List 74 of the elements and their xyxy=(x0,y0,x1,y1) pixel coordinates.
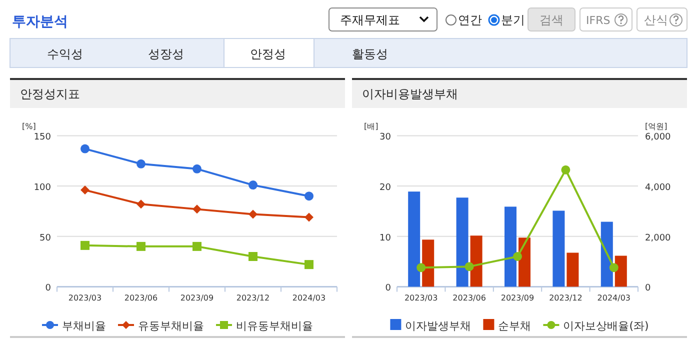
x-tick-label: 2023/09 xyxy=(500,294,534,303)
text: 안정성 xyxy=(250,47,286,61)
legend-label: 이자보상배율(좌) xyxy=(563,320,649,332)
point xyxy=(416,263,426,272)
point xyxy=(136,200,146,209)
bar xyxy=(456,198,468,287)
y2-tick-label: 0 xyxy=(645,284,651,294)
x-tick-label: 2023/03 xyxy=(404,294,438,303)
x-tick-label: 2023/12 xyxy=(236,294,270,303)
point xyxy=(464,262,474,272)
point xyxy=(304,212,314,222)
point xyxy=(80,186,90,195)
text: 수익성 xyxy=(47,47,83,61)
text: 활동성 xyxy=(352,47,388,61)
x-tick-label: 2023/06 xyxy=(452,294,486,303)
bar xyxy=(566,252,579,287)
y2-tick-label: 4,000 xyxy=(645,183,672,194)
y-tick-label: 150 xyxy=(34,132,52,143)
y2-tick-label: 6,000 xyxy=(645,132,672,143)
y-axis-title: [%] xyxy=(22,122,36,131)
text: IFRS xyxy=(586,14,610,27)
x-tick-label: 2023/09 xyxy=(180,294,214,303)
point xyxy=(192,204,202,214)
point xyxy=(304,260,314,270)
bar xyxy=(552,210,565,287)
legend-label: 비유동부채비율 xyxy=(236,320,313,332)
text: 연간 xyxy=(458,13,482,27)
y-tick-label: 0 xyxy=(385,284,392,294)
point xyxy=(513,252,522,261)
y-tick-label: 30 xyxy=(380,132,392,143)
text: 투자분석 xyxy=(12,14,68,30)
bar xyxy=(518,238,530,287)
text: 산식 xyxy=(644,13,668,27)
x-tick-label: 2024/03 xyxy=(292,294,326,303)
y-tick-label: 50 xyxy=(40,233,52,244)
x-tick-label: 2023/03 xyxy=(68,294,102,303)
point xyxy=(248,252,258,261)
bar xyxy=(600,222,613,287)
y-tick-label: 0 xyxy=(45,284,52,294)
bar xyxy=(408,192,420,287)
chart-title: 이자비용발생부채 xyxy=(362,87,458,101)
text: 성장성 xyxy=(148,47,184,61)
bar xyxy=(470,236,482,287)
y-axis-title: [배] xyxy=(364,122,378,131)
point xyxy=(136,242,146,251)
y-tick-label: 20 xyxy=(380,183,392,194)
legend-label: 유동부채비율 xyxy=(138,320,204,332)
chart-title: 안정성지표 xyxy=(20,87,80,101)
x-tick-label: 2023/06 xyxy=(124,294,158,303)
y-tick-label: 10 xyxy=(380,233,392,244)
text: 분기 xyxy=(501,13,525,27)
point xyxy=(192,242,202,251)
point xyxy=(304,192,314,201)
point xyxy=(561,165,570,174)
text: 주재무제표 xyxy=(340,13,400,27)
text: 검색 xyxy=(540,13,564,27)
legend-label: 이자발생부채 xyxy=(405,320,472,332)
bar xyxy=(504,206,516,287)
legend-label: 부채비율 xyxy=(62,320,106,332)
point xyxy=(80,240,90,250)
y-tick-label: 100 xyxy=(34,183,52,194)
legend-label: 순부채 xyxy=(498,320,532,332)
x-tick-label: 2024/03 xyxy=(597,294,631,303)
point xyxy=(192,164,202,174)
y2-tick-label: 2,000 xyxy=(645,233,672,244)
x-tick-label: 2023/12 xyxy=(549,294,582,303)
point xyxy=(609,263,618,272)
bar xyxy=(422,240,434,287)
bar xyxy=(614,256,627,287)
point xyxy=(248,210,258,219)
point xyxy=(136,159,146,168)
y2-axis-title: [억원] xyxy=(645,122,668,131)
point xyxy=(80,144,90,154)
point xyxy=(248,180,258,190)
